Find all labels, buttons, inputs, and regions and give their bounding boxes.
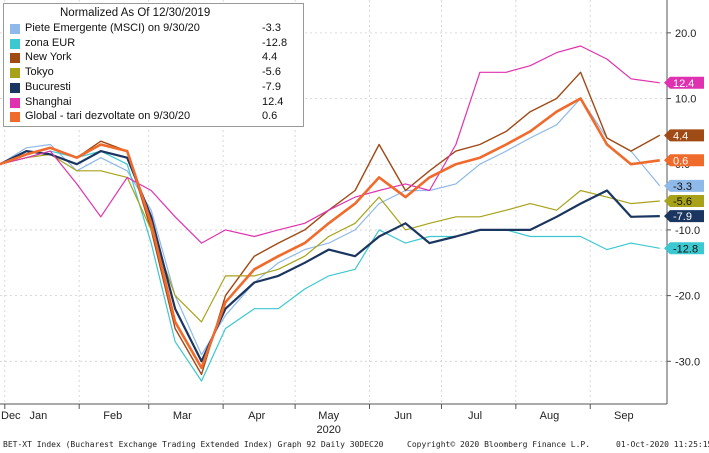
x-tick-label: Sep: [614, 410, 634, 422]
legend-entry: New York 4.4: [10, 51, 300, 64]
y-tick-label: -30.0: [675, 356, 700, 368]
legend-swatch: [10, 68, 20, 79]
legend-series-value: 0.6: [262, 110, 278, 123]
footer-timestamp: 01-Oct-2020 11:25:15: [616, 440, 709, 449]
footer-source: BET-XT Index (Bucharest Exchange Trading…: [3, 440, 384, 449]
series-line: [0, 45, 660, 244]
legend-entry: Tokyo -5.6: [10, 66, 300, 79]
y-tick-label: -20.0: [675, 291, 700, 303]
last-value-tag: 12.4: [664, 76, 704, 90]
legend-entry: Shanghai 12.4: [10, 96, 300, 109]
legend-series-value: 4.4: [262, 51, 278, 64]
legend-series-value: -7.9: [262, 80, 281, 93]
legend-entry: zona EUR -12.8: [10, 37, 300, 50]
footer-copyright: Copyright© 2020 Bloomberg Finance L.P.: [407, 440, 591, 449]
legend-swatch: [10, 53, 20, 64]
series-line: [0, 150, 660, 382]
series-lines: [0, 45, 661, 382]
last-value-label: -5.6: [673, 196, 692, 208]
last-value-tags: 12.4 4.4 0.6 -3.3 -5.6 -7.9 -12.8: [664, 76, 704, 255]
x-tick-label: Jun: [394, 410, 412, 422]
legend-swatch: [10, 112, 20, 123]
legend-series-name: Bucuresti: [25, 80, 71, 93]
last-value-label: -12.8: [673, 243, 698, 255]
last-value-label: 12.4: [673, 78, 694, 90]
legend-series-name: Tokyo: [25, 66, 54, 79]
y-tick-label: -10.0: [675, 225, 700, 237]
last-value-tag: -12.8: [664, 242, 704, 255]
legend-series-value: -5.6: [262, 66, 281, 79]
series-line: [0, 97, 661, 356]
last-value-tag: -5.6: [664, 195, 704, 208]
last-value-label: 0.6: [673, 155, 688, 167]
legend-entry: Global - tari dezvoltate on 9/30/20 0.6: [10, 110, 300, 123]
x-tick-label: May: [318, 410, 339, 422]
last-value-tag: -3.3: [664, 179, 704, 193]
last-value-tag: 0.6: [664, 154, 704, 167]
legend-series-name: New York: [25, 51, 72, 64]
legend-entry: Piete Emergente (MSCI) on 9/30/20 -3.3: [10, 22, 300, 35]
legend-entry: Bucuresti -7.9: [10, 81, 300, 94]
legend-swatch: [10, 82, 20, 93]
y-tick-label: 20.0: [675, 28, 696, 40]
legend-series-name: Piete Emergente (MSCI) on 9/30/20: [25, 22, 200, 34]
legend-series-name: zona EUR: [25, 36, 76, 49]
x-tick-label: Feb: [103, 410, 122, 422]
legend-swatch: [10, 38, 20, 49]
legend-series-value: -12.8: [262, 36, 288, 49]
x-tick-label: Mar: [173, 410, 192, 422]
series-line: [0, 97, 660, 370]
legend-swatch: [10, 97, 20, 108]
x-tick-label: Aug: [540, 410, 560, 422]
x-tick-label: Apr: [248, 410, 265, 422]
x-year-label: 2020: [316, 424, 340, 436]
legend-series-name: Shanghai: [25, 95, 72, 108]
x-tick-label: Dec: [1, 410, 21, 422]
series-line: [0, 153, 660, 323]
legend: Normalized As Of 12/30/2019 Piete Emerge…: [3, 3, 304, 127]
last-value-tag: -7.9: [664, 210, 704, 223]
chart-title: Normalized As Of 12/30/2019: [60, 7, 211, 19]
legend-series-value: -3.3: [262, 22, 281, 34]
legend-series-name: Global - tari dezvoltate on 9/30/20: [25, 110, 191, 123]
series-line: [0, 150, 660, 363]
footer: BET-XT Index (Bucharest Exchange Trading…: [3, 440, 709, 452]
last-value-label: 4.4: [673, 130, 688, 142]
last-value-tag: 4.4: [664, 129, 704, 142]
last-value-label: -7.9: [673, 211, 692, 223]
legend-swatch: [10, 24, 20, 34]
last-value-label: -3.3: [673, 181, 692, 193]
legend-series-value: 12.4: [262, 95, 284, 108]
x-tick-label: Jul: [468, 410, 482, 422]
axes: 20.010.00.0-10.0-20.0-30.0DecJanFebMarAp…: [0, 0, 700, 436]
x-tick-label: Jan: [30, 410, 48, 422]
y-tick-label: 10.0: [675, 94, 696, 106]
